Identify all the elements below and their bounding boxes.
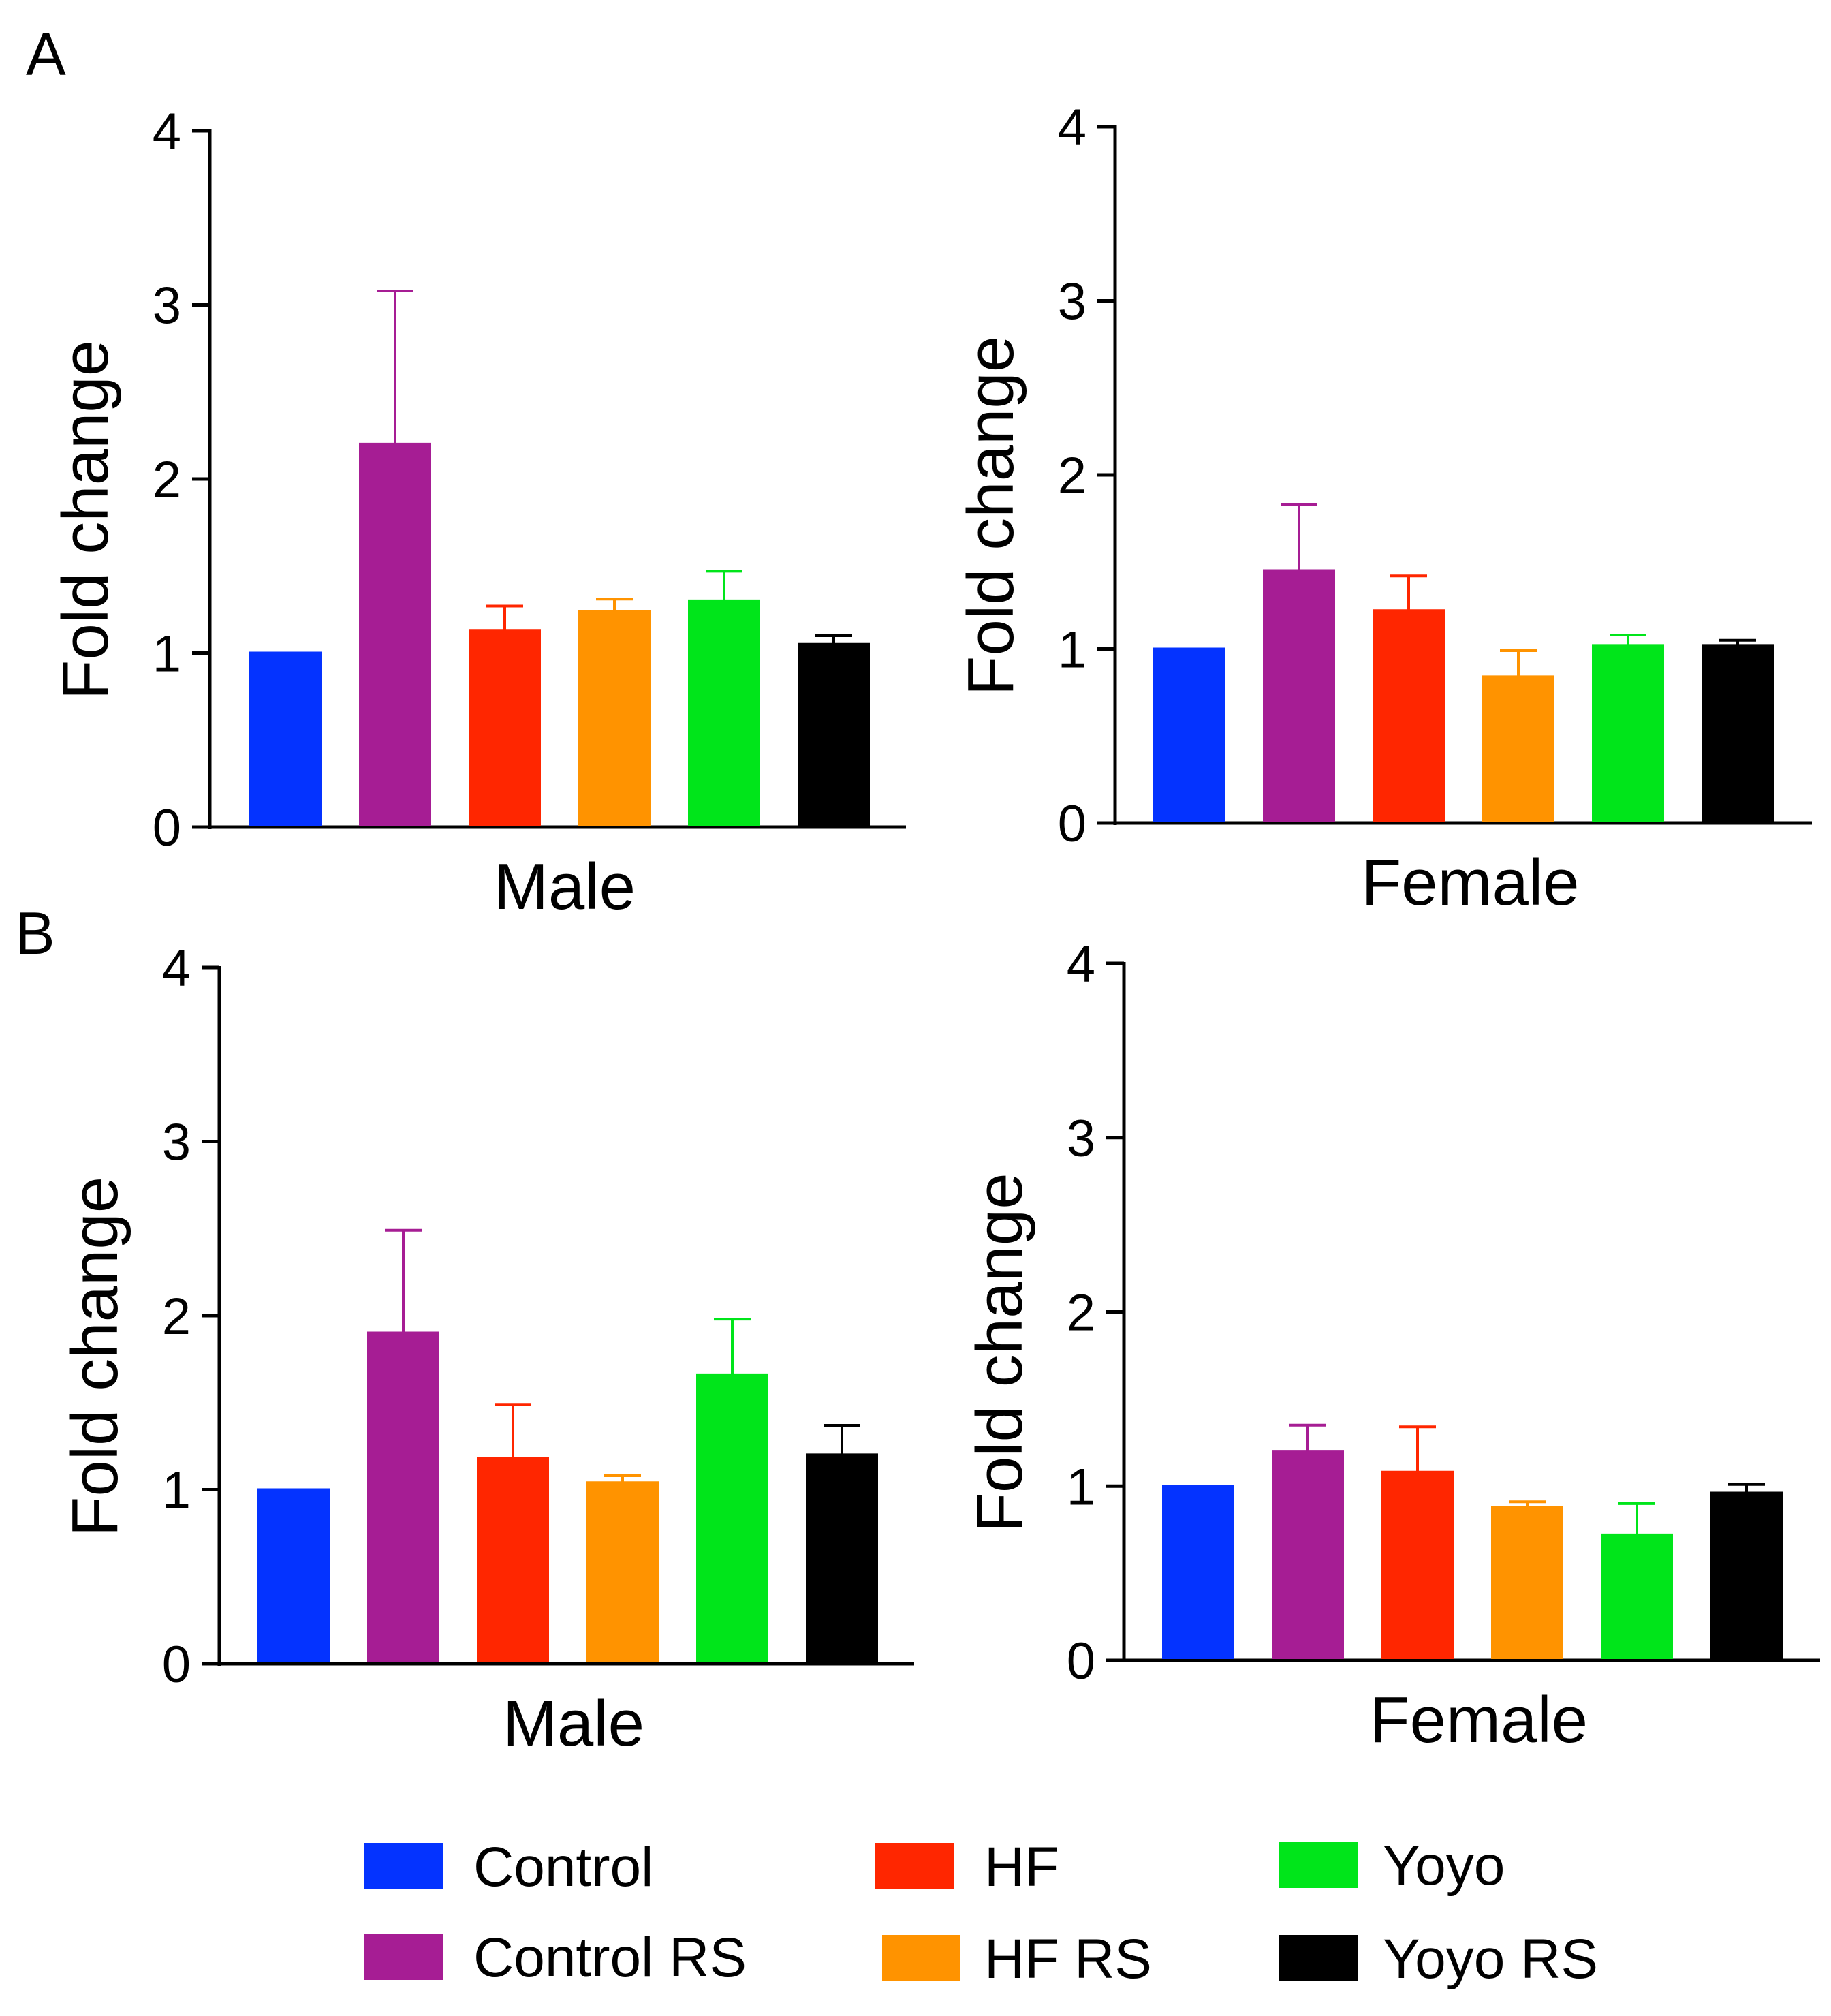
y-tick-label-4: 4: [1067, 935, 1095, 993]
bar-yoyo-rs: [1710, 1493, 1783, 1659]
bar-hf: [1381, 1472, 1454, 1659]
bar-yoyo-rs: [806, 1455, 878, 1662]
y-axis-title: Fold change: [49, 340, 122, 700]
bar-hf: [1373, 610, 1445, 822]
y-axis-title: Fold change: [954, 336, 1027, 696]
y-tick-label-3: 3: [153, 277, 181, 335]
legend-swatch-hf: [875, 1843, 954, 1889]
legend-swatch-yoyo-rs: [1279, 1935, 1358, 1981]
y-tick-label-0: 0: [1058, 795, 1086, 853]
y-tick-label-4: 4: [162, 940, 191, 997]
y-tick-label-3: 3: [1058, 273, 1086, 331]
y-tick-label-2: 2: [162, 1288, 191, 1346]
legend-swatch-control-rs: [364, 1934, 443, 1980]
y-tick-label-3: 3: [1067, 1110, 1095, 1168]
bar-control: [1153, 649, 1225, 822]
chart-a-male: 0 1 2 3 4 Fold change Male: [49, 103, 906, 923]
x-axis-title: Female: [1370, 1684, 1588, 1756]
legend-swatch-control: [364, 1843, 443, 1889]
bar-control: [1162, 1486, 1234, 1659]
chart-b-female: 0 1 2 3 4 Fold change Female: [963, 935, 1820, 1756]
legend-swatch-yoyo: [1279, 1842, 1358, 1888]
bar-control-rs: [359, 444, 431, 826]
y-axis-title: Fold change: [963, 1173, 1036, 1532]
legend-label-hf: HF: [984, 1836, 1059, 1898]
x-axis-title: Female: [1361, 846, 1579, 919]
bar-hf-rs: [1482, 677, 1554, 822]
chart-a-female: 0 1 2 3 4 Fold change Female: [954, 99, 1812, 919]
bar-yoyo: [1592, 645, 1664, 822]
bar-yoyo: [688, 600, 760, 826]
bar-hf: [469, 630, 541, 826]
y-tick-label-2: 2: [1067, 1284, 1095, 1342]
panel-letter-b: B: [15, 899, 55, 967]
legend-swatch-hf-rs: [882, 1935, 960, 1981]
y-tick-label-1: 1: [153, 625, 181, 683]
panel-letter-a: A: [26, 20, 66, 88]
legend-label-yoyo-rs: Yoyo RS: [1383, 1928, 1598, 1990]
y-tick-label-4: 4: [1058, 99, 1086, 157]
legend-label-yoyo: Yoyo: [1383, 1835, 1505, 1897]
y-tick-label-3: 3: [162, 1114, 191, 1172]
x-axis-title: Male: [494, 850, 636, 923]
legend-label-hf-rs: HF RS: [984, 1928, 1152, 1990]
legend-label-control: Control: [473, 1836, 653, 1898]
y-tick-label-1: 1: [1058, 621, 1086, 679]
y-tick-label-1: 1: [162, 1462, 191, 1520]
bar-control-rs: [1272, 1451, 1344, 1659]
bar-yoyo: [696, 1374, 768, 1662]
chart-b-male: 0 1 2 3 4 Fold change Male: [59, 940, 914, 1760]
bar-hf: [477, 1458, 549, 1662]
y-tick-label-1: 1: [1067, 1458, 1095, 1516]
x-axis-title: Male: [503, 1687, 644, 1760]
bar-control: [257, 1489, 330, 1662]
bar-hf-rs: [578, 611, 651, 826]
bar-yoyo-rs: [798, 644, 870, 826]
bar-control-rs: [367, 1333, 439, 1662]
bar-hf-rs: [586, 1483, 659, 1662]
legend-label-control-rs: Control RS: [473, 1927, 747, 1989]
y-tick-label-0: 0: [1067, 1632, 1095, 1690]
y-tick-label-2: 2: [1058, 447, 1086, 505]
y-tick-label-4: 4: [153, 103, 181, 161]
legend: Control Control RS HF HF RS Yoyo Yoyo RS: [364, 1835, 1598, 1990]
bar-hf-rs: [1491, 1506, 1563, 1659]
y-tick-label-2: 2: [153, 451, 181, 509]
bar-control: [249, 653, 322, 826]
bar-yoyo-rs: [1702, 645, 1774, 822]
bar-yoyo: [1601, 1534, 1673, 1659]
y-axis-title: Fold change: [59, 1177, 131, 1536]
y-tick-label-0: 0: [162, 1636, 191, 1694]
bar-control-rs: [1263, 570, 1335, 822]
y-tick-label-0: 0: [153, 799, 181, 857]
